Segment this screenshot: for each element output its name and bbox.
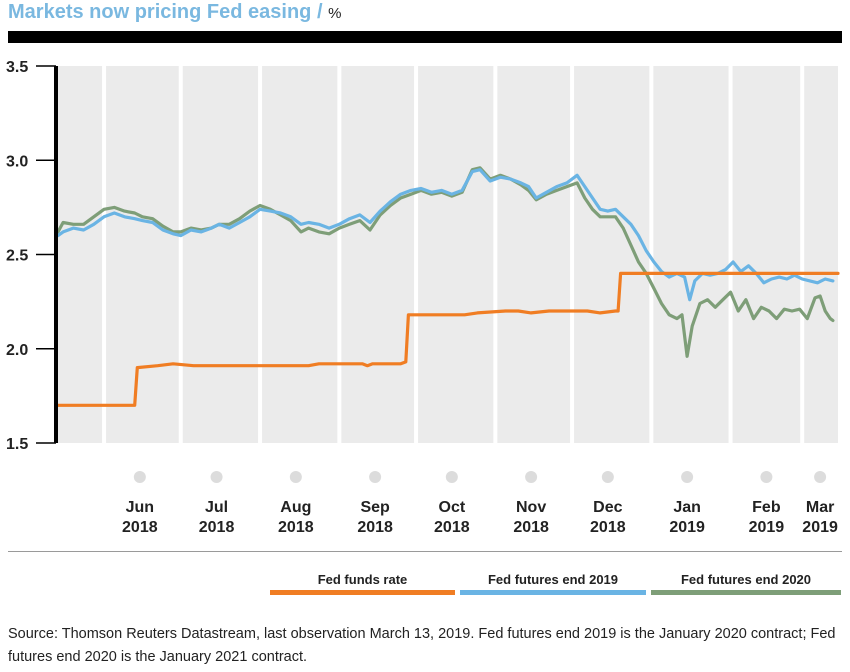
x-tick-month: Mar [806, 499, 834, 516]
fed-futures-2020-line [56, 166, 835, 358]
source-note: Source: Thomson Reuters Datastream, last… [8, 626, 836, 665]
legend-label: Fed futures end 2019 [487, 572, 619, 587]
month-bands [58, 66, 838, 443]
month-band [416, 66, 496, 443]
y-tick-label: 1.5 [6, 436, 28, 453]
y-tick-label: 2.0 [6, 342, 28, 359]
x-tick-year: 2019 [669, 519, 705, 536]
x-tick-year: 2018 [590, 519, 626, 536]
month-dot [369, 471, 382, 483]
month-tick-dots [133, 471, 827, 483]
legend-swatch-green [651, 590, 841, 595]
x-tick-year: 2018 [199, 519, 235, 536]
month-separator [414, 66, 419, 443]
month-dot [601, 471, 614, 483]
x-tick-year: 2019 [749, 519, 785, 536]
month-band [58, 66, 105, 443]
month-band [339, 66, 417, 443]
month-dot [681, 471, 694, 483]
series-lines [56, 166, 840, 407]
x-tick-year: 2018 [357, 519, 393, 536]
month-separator [178, 66, 183, 443]
fed-futures-2019-line [56, 168, 835, 302]
month-dot [210, 471, 223, 483]
chart-unit: % [328, 5, 342, 22]
y-tick-label: 3.5 [6, 59, 28, 76]
month-band [730, 66, 803, 443]
month-dot [289, 471, 302, 483]
x-tick-month: Feb [752, 499, 781, 516]
legend-label: Fed funds rate [317, 572, 408, 587]
x-tick-year: 2018 [278, 519, 314, 536]
x-tick-month: Dec [593, 499, 622, 516]
month-dot [814, 471, 827, 483]
x-tick-month: Sep [360, 499, 390, 516]
x-tick-year: 2018 [122, 519, 158, 536]
x-tick-month: Aug [280, 499, 311, 516]
month-dot [133, 471, 146, 483]
month-separator [649, 66, 654, 443]
legend-divider [8, 551, 842, 552]
y-tick-label: 3.0 [6, 153, 28, 170]
x-tick-month: Nov [516, 499, 546, 516]
y-tick-label: 2.5 [6, 248, 28, 265]
month-separator [493, 66, 498, 443]
x-axis: Jun 2018 Jul 2018 Aug 2018 Sep 2018 Oct 2018 Nov 20… [122, 499, 838, 536]
month-band [802, 66, 838, 443]
legend-swatch-orange [270, 590, 455, 595]
x-tick-month: Jun [126, 499, 154, 516]
fed-funds-rate-line [56, 271, 840, 407]
legend-fed-futures-2020: Fed futures end 2020 [651, 572, 841, 595]
legend-fed-funds-rate: Fed funds rate [270, 572, 455, 595]
chart-title-text: Markets now pricing Fed easing / [8, 1, 329, 23]
month-separator [258, 66, 263, 443]
line-chart: 3.5 3.0 2.5 2.0 1.5 Jun 2018 Jul 2018 Aug 2018 Sep… [6, 59, 840, 536]
month-dot [760, 471, 773, 483]
chart-title: Markets now pricing Fed easing / % [8, 1, 341, 24]
x-tick-month: Jul [205, 499, 228, 516]
legend-label: Fed futures end 2020 [680, 572, 812, 587]
title-divider-bar [8, 31, 842, 43]
y-axis: 3.5 3.0 2.5 2.0 1.5 [6, 59, 58, 453]
x-tick-year: 2019 [802, 519, 838, 536]
legend-fed-futures-2019: Fed futures end 2019 [460, 572, 646, 595]
month-band [180, 66, 261, 443]
month-band [495, 66, 573, 443]
x-tick-month: Jan [673, 499, 701, 516]
x-tick-year: 2018 [434, 519, 470, 536]
month-band [260, 66, 340, 443]
month-separator [570, 66, 575, 443]
month-separator [800, 66, 805, 443]
month-separator [337, 66, 342, 443]
legend-swatch-blue [460, 590, 646, 595]
month-band [104, 66, 181, 443]
month-separator [728, 66, 733, 443]
month-dot [445, 471, 458, 483]
x-tick-month: Oct [439, 499, 466, 516]
x-tick-year: 2018 [513, 519, 549, 536]
month-dot [525, 471, 538, 483]
month-separator [102, 66, 107, 443]
month-band [651, 66, 731, 443]
month-band [572, 66, 652, 443]
